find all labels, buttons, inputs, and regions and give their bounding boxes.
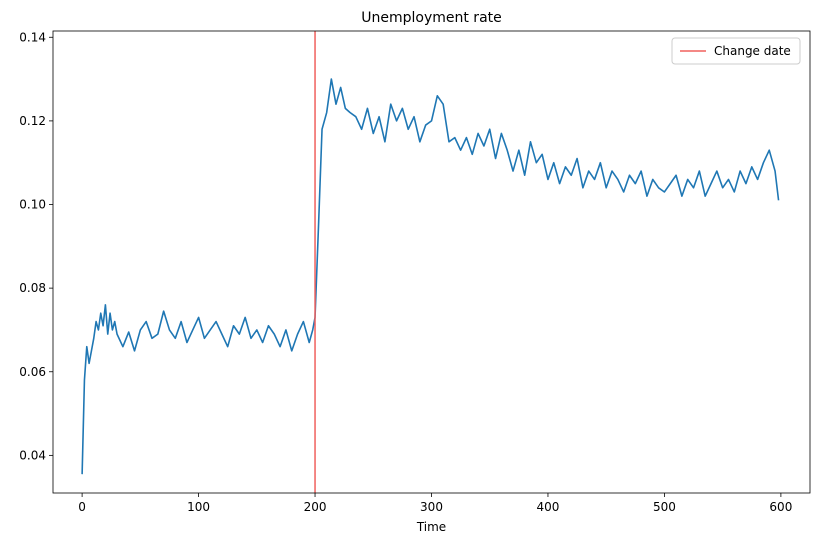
y-tick-label: 0.14 (19, 30, 46, 44)
y-tick-label: 0.06 (19, 365, 46, 379)
chart-title: Unemployment rate (361, 10, 502, 26)
x-tick-label: 600 (769, 500, 792, 514)
x-tick-label: 400 (537, 500, 560, 514)
y-tick-label: 0.12 (19, 114, 46, 128)
legend-label: Change date (714, 44, 791, 58)
series-layer (81, 78, 780, 475)
y-tick-label: 0.04 (19, 448, 46, 462)
x-tick-label: 500 (653, 500, 676, 514)
y-tick-label: 0.08 (19, 281, 46, 295)
x-tick-label: 100 (187, 500, 210, 514)
x-tick-label: 300 (420, 500, 443, 514)
y-axis: 0.04 0.06 0.08 0.10 0.12 0.14 (19, 30, 53, 462)
series-line-0 (81, 78, 780, 475)
x-axis-label: Time (416, 520, 446, 534)
x-tick-label: 200 (304, 500, 327, 514)
legend-box (671, 37, 801, 65)
x-axis: 0 100 200 300 400 500 600 (78, 493, 792, 514)
y-tick-label: 0.10 (19, 198, 46, 212)
legend: Change date (671, 37, 801, 65)
x-tick-label: 0 (78, 500, 86, 514)
plot-area (53, 31, 810, 493)
